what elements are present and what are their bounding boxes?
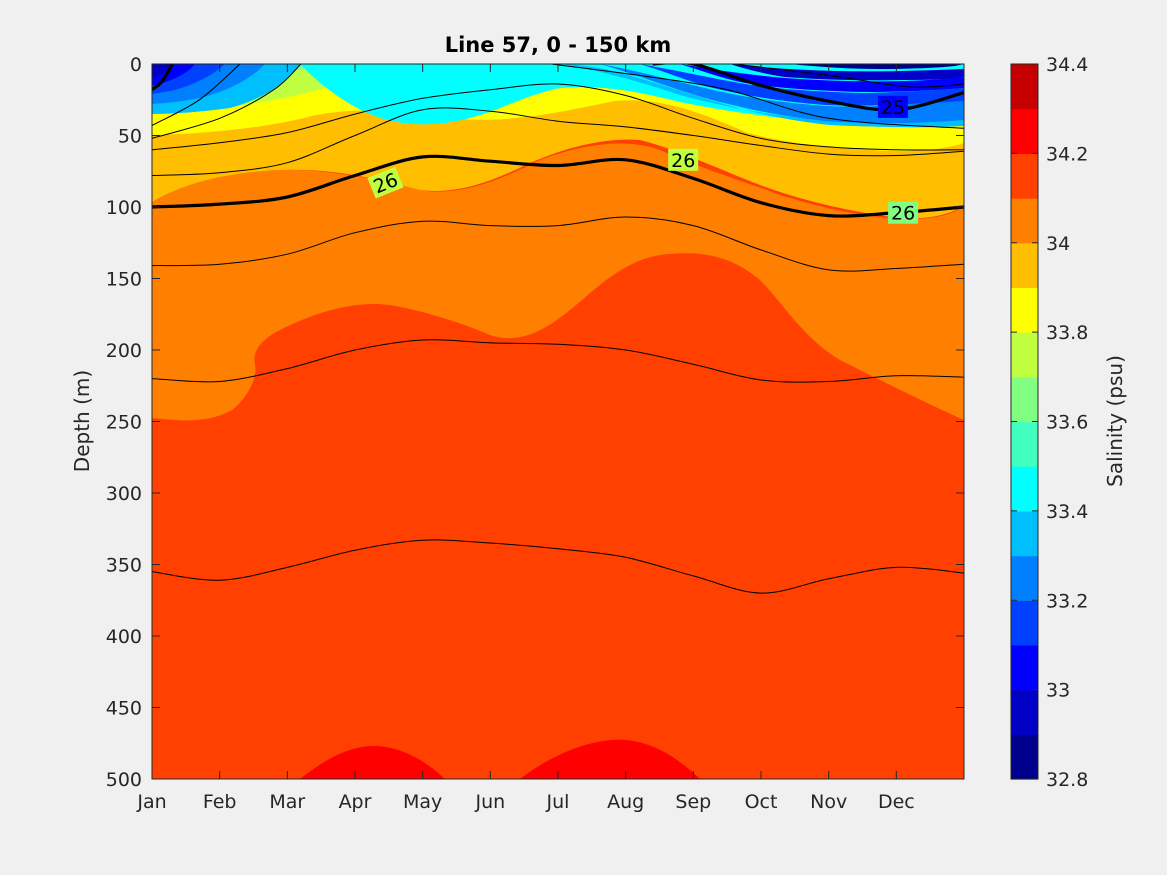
y-tick-label: 200 — [106, 340, 142, 362]
isopycnal-label: 26 — [668, 148, 699, 172]
y-tick-label: 150 — [106, 269, 142, 291]
contour-fill-32.8-right — [790, 64, 964, 69]
contour-fill-33.3 — [152, 32, 310, 64]
y-tick-label: 300 — [106, 483, 142, 505]
colorbar-tick-label: 34 — [1046, 233, 1070, 255]
isopycnal-line — [733, 64, 964, 88]
colorbar-tick-label: 34.4 — [1046, 54, 1088, 76]
colorbar-level — [1011, 689, 1038, 735]
isopycnal-line-26 — [152, 154, 964, 218]
contour-fill-32.9-top — [152, 64, 172, 78]
x-tick-label: Apr — [339, 791, 372, 813]
contour-fill-34.2 — [520, 739, 700, 779]
y-tick-label: 50 — [118, 126, 142, 148]
colorbar-level — [1011, 242, 1038, 288]
isopycnal-label: 25 — [877, 95, 908, 119]
colorbar-level — [1011, 108, 1038, 154]
colorbar-level — [1011, 421, 1038, 467]
colorbar-level — [1011, 644, 1038, 691]
isopycnal-line — [152, 83, 964, 151]
colorbar-level — [1011, 153, 1038, 199]
isopycnal-label: 26 — [888, 201, 919, 225]
isopycnal-lines — [152, 64, 964, 594]
colorbar — [1011, 64, 1038, 780]
x-tick-label: May — [403, 791, 442, 813]
x-tick-label: Jul — [546, 791, 570, 813]
colorbar-tick-label: 33.6 — [1046, 412, 1088, 434]
x-tick-label: Jun — [474, 791, 505, 813]
y-tick-label: 400 — [106, 626, 142, 648]
contour-plot-area — [152, 32, 964, 779]
colorbar-level — [1011, 376, 1038, 423]
isopycnal-line — [152, 107, 964, 176]
y-tick-label: 450 — [106, 698, 142, 720]
colorbar-label: Salinity (psu) — [1103, 355, 1127, 487]
x-tick-label: Nov — [810, 791, 847, 813]
y-axis-label: Depth (m) — [70, 370, 94, 472]
y-tick-label: 250 — [106, 412, 142, 434]
isopycnal-label-bg — [367, 166, 404, 199]
colorbar-ticks: 32.8 33 33.2 33.4 33.6 33.8 34 34.2 34.4 — [1011, 54, 1088, 791]
colorbar-level — [1011, 287, 1038, 333]
colorbar-level — [1011, 198, 1038, 244]
contour-fill-33.1-right — [640, 64, 964, 106]
chart-title: Line 57, 0 - 150 km — [445, 33, 672, 57]
colorbar-tick-label: 33.4 — [1046, 501, 1088, 523]
colorbar-tick-label: 33 — [1046, 680, 1070, 702]
isopycnal-line — [551, 64, 964, 129]
colorbar-tick-label: 33.8 — [1046, 322, 1088, 344]
y-tick-label: 100 — [106, 197, 142, 219]
isopycnal-label-text: 26 — [671, 150, 695, 172]
contour-fill-34.2 — [300, 745, 445, 779]
colorbar-tick-label: 32.8 — [1046, 769, 1088, 791]
colorbar-level — [1011, 466, 1038, 512]
colorbar-level — [1011, 332, 1038, 378]
colorbar-tick-label: 34.2 — [1046, 143, 1088, 165]
isopycnal-line — [152, 216, 964, 272]
isopycnal-label-text: 26 — [891, 203, 915, 225]
x-tick-label: Mar — [269, 791, 305, 813]
isopycnal-line — [152, 339, 964, 383]
colorbar-level — [1011, 734, 1038, 780]
isopycnal-line — [152, 539, 964, 594]
isopycnal-label-bg — [668, 148, 699, 171]
isopycnal-label-text: 25 — [881, 97, 905, 119]
x-tick-label: Oct — [745, 791, 778, 813]
x-tick-label: Feb — [203, 791, 237, 813]
contour-fill-33.9 — [152, 99, 964, 219]
isopycnal-label-bg — [877, 95, 908, 118]
x-axis-ticks: Jan Feb Mar Apr May Jun Jul Aug Sep Oct Nov Dec — [136, 64, 915, 813]
y-axis-ticks: 0 50 100 150 200 250 300 350 400 450 500 — [106, 54, 964, 791]
x-tick-label: Jan — [136, 791, 166, 813]
colorbar-level — [1011, 555, 1038, 601]
contour-fill-34.0 — [152, 143, 964, 421]
colorbar-level — [1011, 600, 1038, 646]
x-tick-label: Sep — [675, 791, 711, 813]
colorbar-level — [1011, 64, 1038, 110]
x-tick-label: Aug — [607, 791, 644, 813]
colorbar-tick-label: 33.2 — [1046, 590, 1088, 612]
x-tick-label: Dec — [878, 791, 915, 813]
isopycnal-label-bg — [888, 201, 919, 224]
y-tick-label: 500 — [106, 769, 142, 791]
y-tick-label: 0 — [130, 54, 142, 76]
isopycnal-line — [152, 64, 302, 139]
isopycnal-line — [152, 64, 241, 126]
colorbar-level — [1011, 510, 1038, 557]
y-tick-label: 350 — [106, 555, 142, 577]
contour-fill-32.9-right — [730, 64, 964, 81]
isopycnal-line-25 — [152, 64, 174, 91]
